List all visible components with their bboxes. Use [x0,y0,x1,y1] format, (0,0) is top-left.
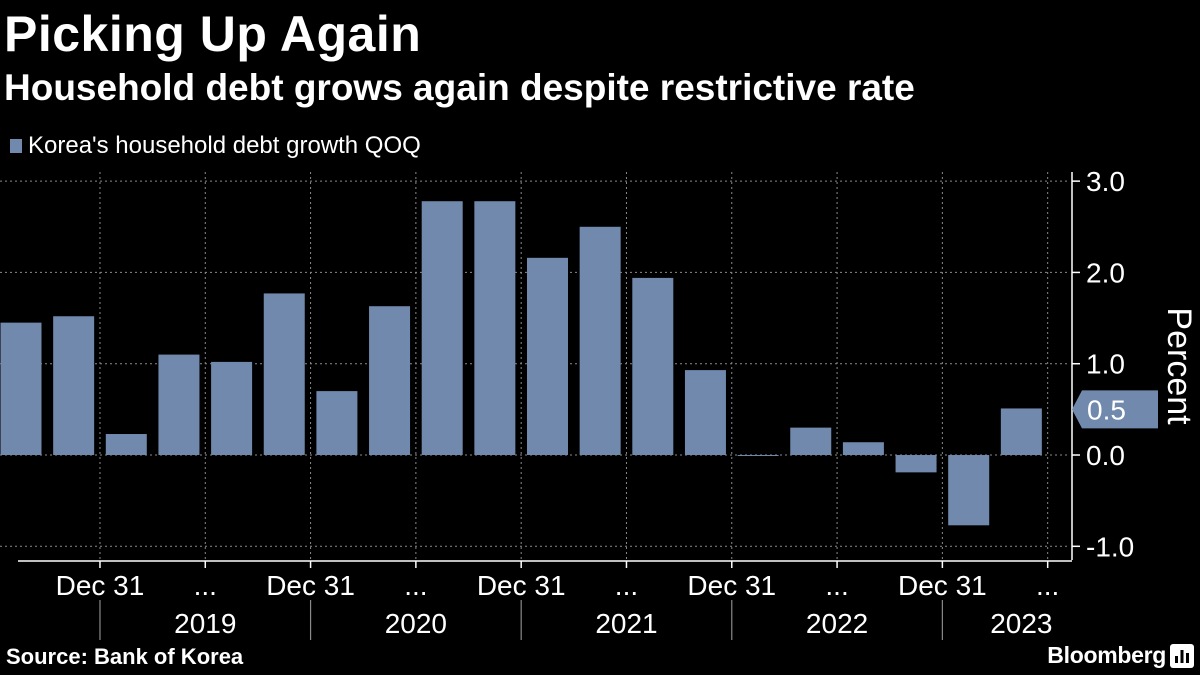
bar [0,322,42,456]
x-tick-label: ... [825,570,848,601]
x-tick-label: Dec 31 [56,570,145,601]
year-label: 2020 [385,608,447,639]
bar [842,442,884,456]
bar [632,277,674,456]
bar [421,201,463,456]
legend-label: Korea's household debt growth QOQ [28,132,421,159]
bar [474,201,516,456]
bar [158,354,200,456]
bar [579,226,621,456]
bar [895,455,937,473]
bar [790,427,832,456]
y-tick-label: -1.0 [1086,531,1134,562]
x-tick-label: Dec 31 [898,570,987,601]
chart-subtitle: Household debt grows again despite restr… [4,67,915,108]
year-label: 2023 [990,608,1052,639]
source-note: Source: Bank of Korea [6,644,244,669]
bar [105,434,147,456]
bar [53,316,95,456]
bar [737,455,779,457]
x-tick-label: ... [194,570,217,601]
year-label: 2021 [595,608,657,639]
x-tick-label: Dec 31 [477,570,566,601]
y-tick-label: 0.0 [1086,440,1125,471]
brand-logo-text: Bloomberg [1047,642,1166,668]
bloomberg-icon [1170,644,1194,668]
latest-value-label: 0.5 [1087,394,1126,425]
bar [369,306,411,456]
bar [211,361,253,456]
x-tick-label: Dec 31 [266,570,355,601]
year-label: 2019 [174,608,236,639]
bar [684,370,726,456]
bar [527,257,568,456]
bar [263,293,305,456]
y-axis-title: Percent [1160,307,1198,425]
legend: Korea's household debt growth QOQ [10,130,421,162]
year-label: 2022 [806,608,868,639]
y-tick-label: 3.0 [1086,166,1125,197]
latest-value-callout [1072,390,1158,429]
x-tick-label: ... [404,570,427,601]
bar [316,391,358,456]
x-tick-label: ... [1036,570,1059,601]
chart-title: Picking Up Again [4,6,422,62]
bar [1000,408,1042,456]
bar [948,455,990,526]
y-tick-label: 1.0 [1086,349,1125,380]
legend-swatch [10,139,22,153]
x-tick-label: ... [615,570,638,601]
y-tick-label: 2.0 [1086,257,1125,288]
x-tick-label: Dec 31 [687,570,776,601]
